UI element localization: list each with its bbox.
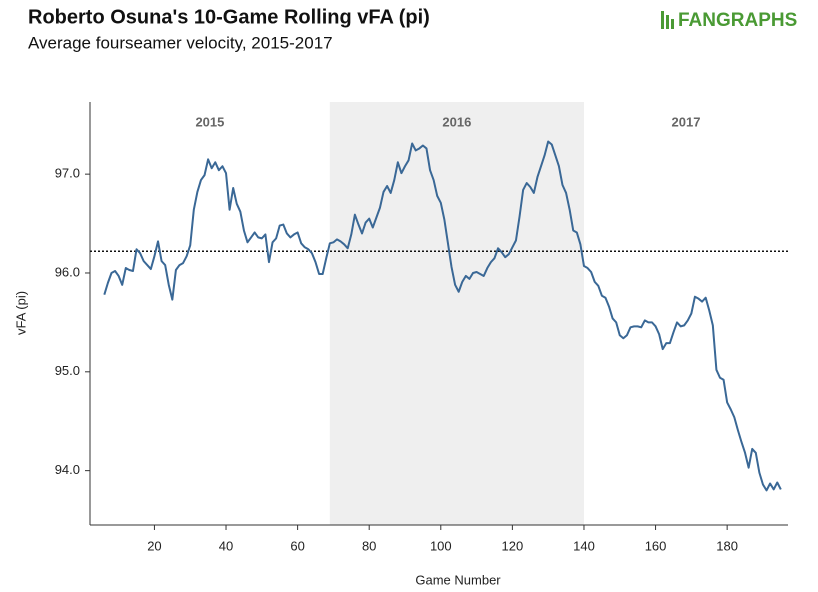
x-tick-label: 40	[219, 538, 233, 553]
y-axis-label: vFA (pi)	[13, 291, 28, 335]
y-tick-label: 96.0	[55, 264, 80, 279]
x-tick-label: 180	[716, 538, 738, 553]
period-label: 2016	[442, 114, 471, 129]
y-tick-label: 94.0	[55, 462, 80, 477]
logo: FANGRAPHS	[678, 10, 797, 31]
x-axis-label: Game Number	[415, 572, 501, 587]
data-line	[103, 140, 782, 492]
x-tick-label: 100	[430, 538, 452, 553]
logo-icon	[661, 11, 674, 29]
x-tick-label: 60	[290, 538, 304, 553]
x-tick-label: 80	[362, 538, 376, 553]
period-label: 2017	[672, 114, 701, 129]
x-tick-label: 160	[645, 538, 667, 553]
period-label: 2015	[195, 114, 224, 129]
y-tick-label: 95.0	[55, 363, 80, 378]
y-tick-label: 97.0	[55, 166, 80, 181]
chart-subtitle: Average fourseamer velocity, 2015-2017	[28, 33, 333, 52]
period-shade	[329, 102, 584, 525]
x-tick-label: 140	[573, 538, 595, 553]
x-tick-label: 120	[502, 538, 524, 553]
x-tick-label: 20	[147, 538, 161, 553]
chart-title: Roberto Osuna's 10-Game Rolling vFA (pi)	[28, 6, 430, 28]
